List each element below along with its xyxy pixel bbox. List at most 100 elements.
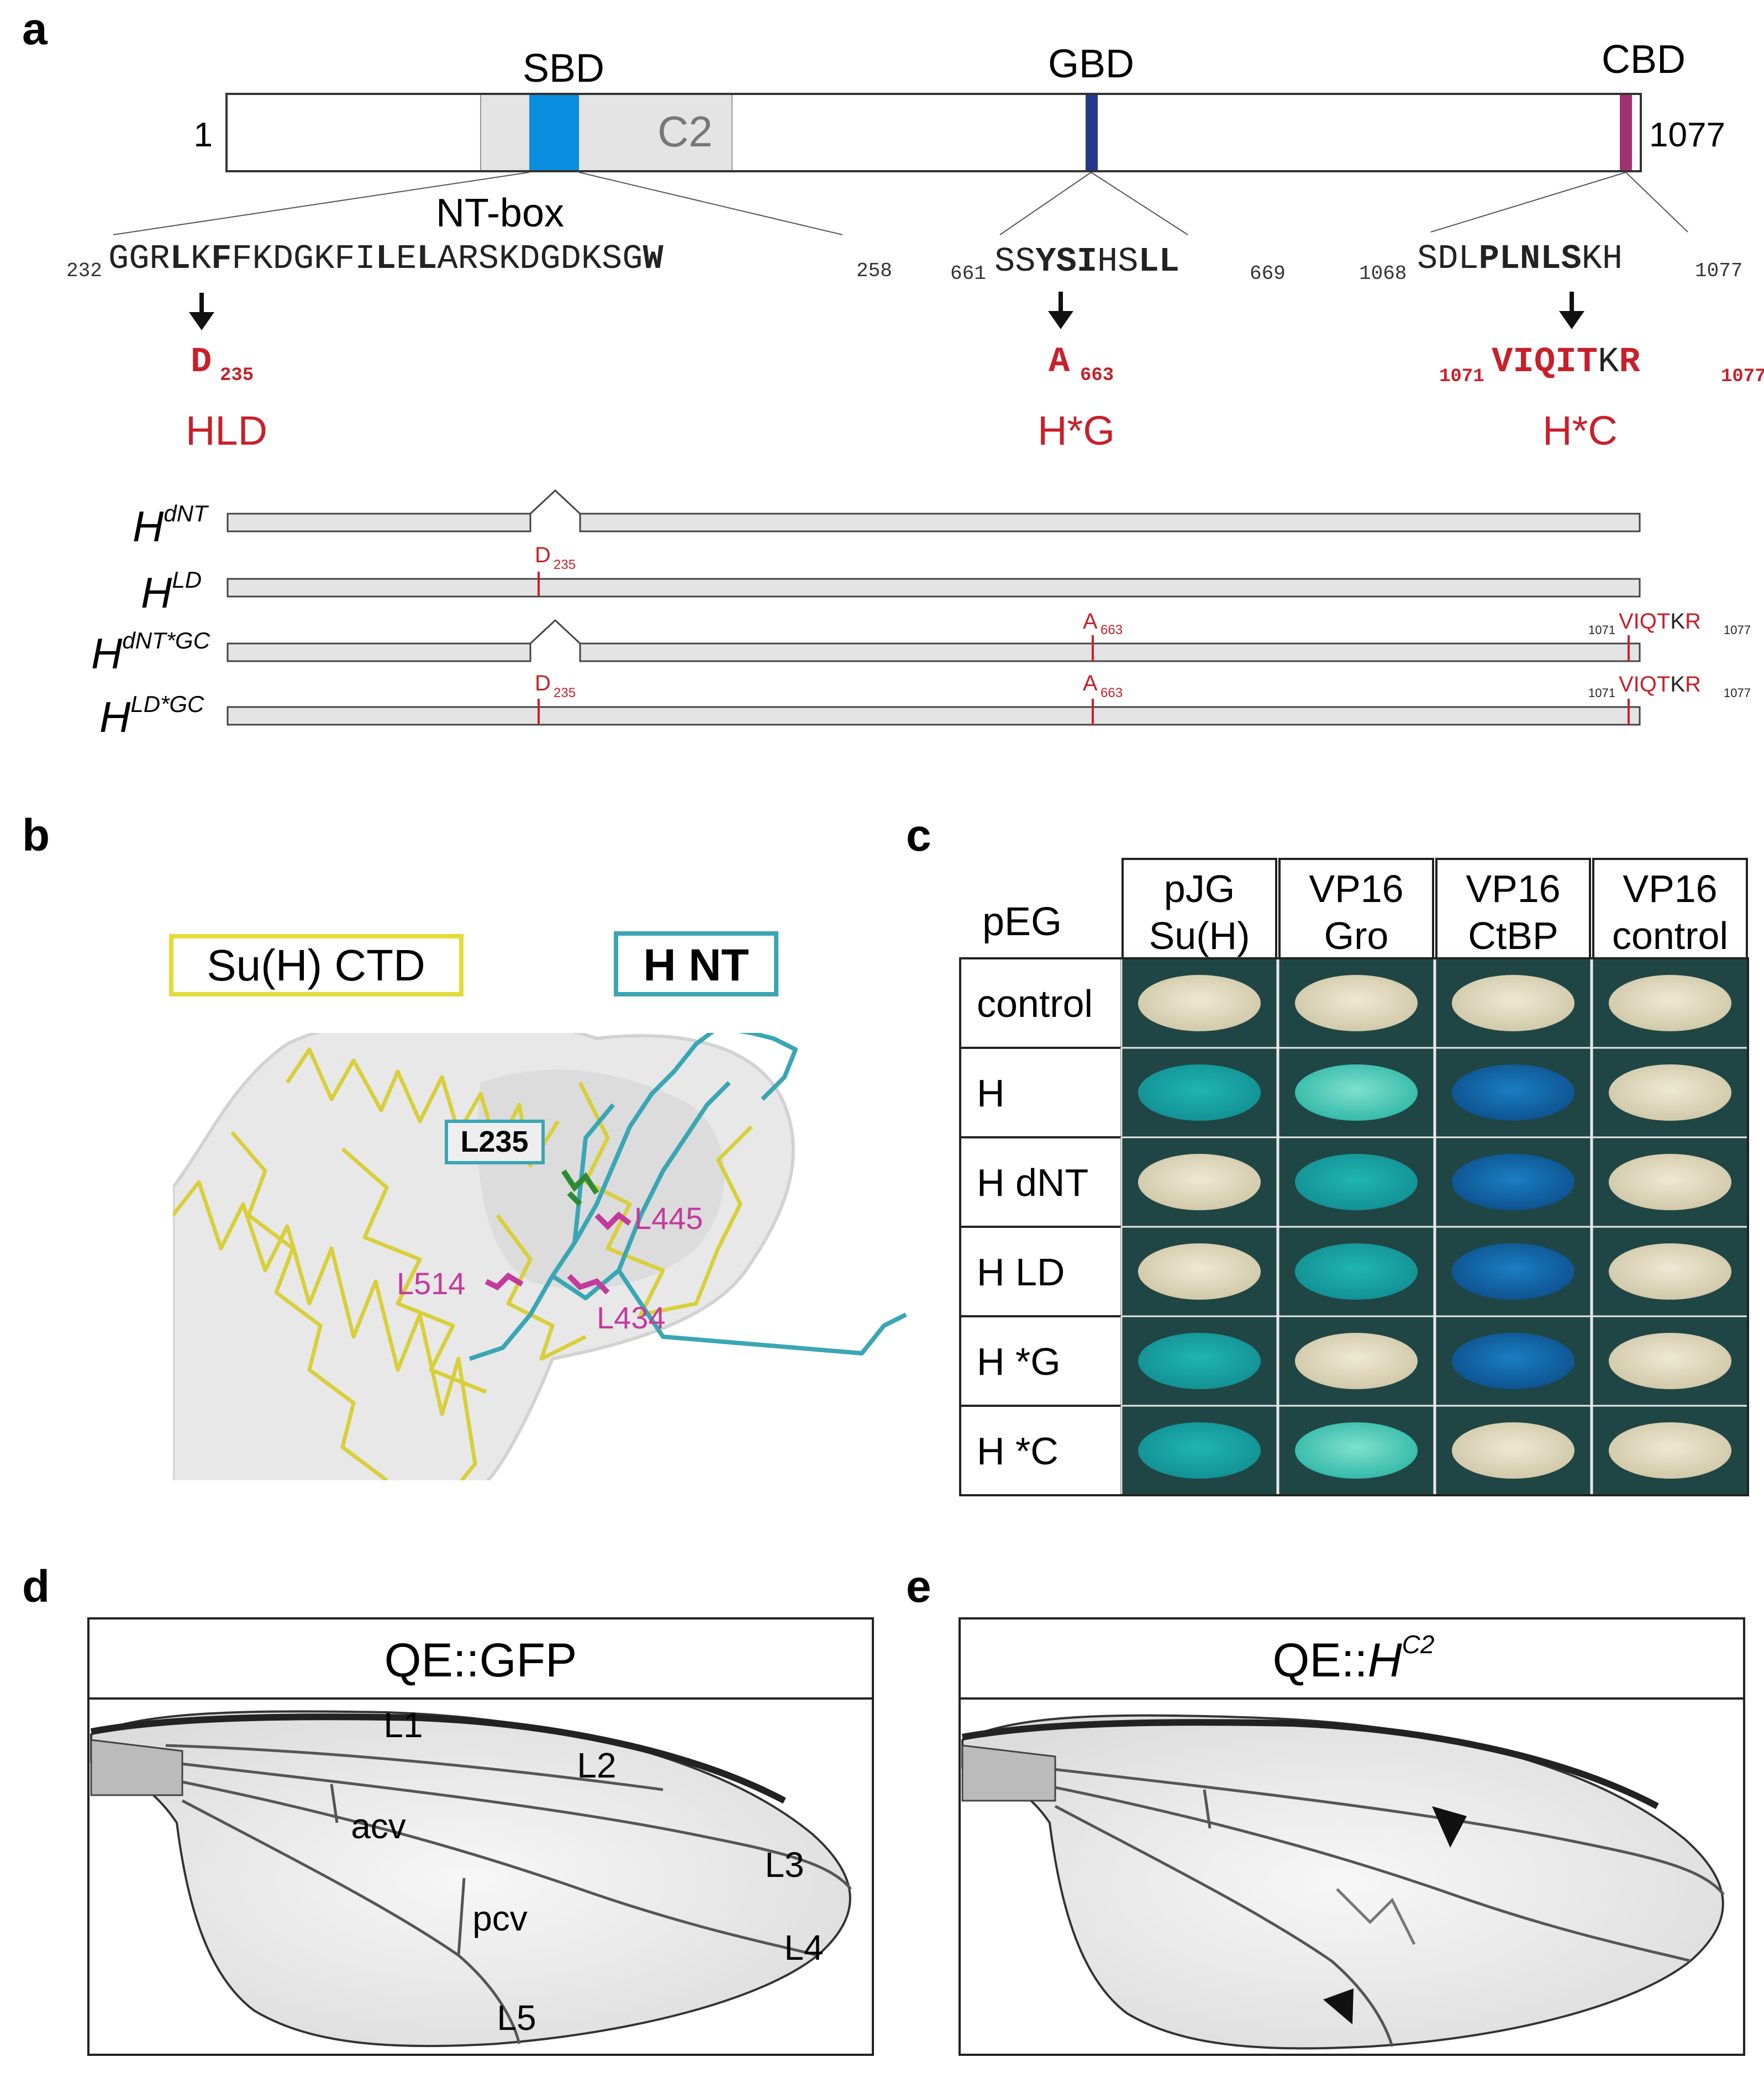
svg-text:VIQTKR: VIQTKR [1619, 609, 1701, 634]
zoom-line [1091, 172, 1188, 235]
yeast-colony [1609, 1154, 1731, 1210]
vein-label-l2: L2 [577, 1745, 616, 1785]
construct-label: HdNT*GC [91, 627, 210, 678]
mut1-name: HLD [186, 408, 267, 453]
seq-segment: L [376, 239, 396, 278]
yeast-colony [1452, 1064, 1575, 1121]
construct-label: HLD*GC [99, 691, 204, 741]
panel-label-c: c [906, 810, 931, 861]
column-header-label: Gro [1324, 914, 1389, 957]
seq3-end: 1077 [1695, 260, 1742, 282]
column-header-label: control [1612, 914, 1728, 957]
c2-label: C2 [657, 107, 713, 156]
mut1-aa: D [191, 342, 212, 382]
arrowhead-icon [1432, 1806, 1467, 1848]
panel-a: a SBD GBD CBD C2 1 1077 NT-box 232 GGRLK… [22, 4, 1764, 741]
panel-d-title: QE::GFP [385, 1634, 577, 1687]
yeast-colony [1452, 1243, 1575, 1300]
yeast-colony [1295, 1064, 1418, 1121]
column-header-label: VP16 [1623, 867, 1717, 910]
column-header-label: VP16 [1466, 867, 1560, 910]
zoom-line [999, 172, 1092, 235]
yeast-colony [1609, 975, 1731, 1031]
seq-segment: LL [1138, 242, 1179, 281]
l434-label: L434 [597, 1300, 666, 1335]
l235-box [445, 1120, 545, 1164]
vein-label-pcv: pcv [472, 1898, 528, 1938]
panel-b: b [22, 810, 907, 1480]
construct-hld: HLD D 235 [141, 543, 1641, 617]
mut2-aa: A [1049, 342, 1070, 382]
l514-label: L514 [397, 1266, 466, 1301]
mut3-end: 1077 [1721, 366, 1764, 387]
zoom-line [578, 172, 843, 235]
row-label: H *C [977, 1430, 1059, 1473]
l235-label: L235 [460, 1125, 528, 1158]
grid-outline [959, 957, 1749, 1496]
panel-d: d QE::GFP L1 L2 acv L3 pcv L4 L5 [22, 1562, 874, 2056]
mut2-name: H*G [1038, 408, 1115, 453]
seq-segment: YSI [1035, 242, 1097, 281]
yeast-colony [1138, 1243, 1261, 1300]
mut3-name: H*C [1542, 408, 1618, 453]
end-residue: 1077 [1649, 116, 1725, 154]
panel-label-d: d [22, 1562, 50, 1612]
panel-e-title-box [959, 1617, 1745, 1700]
down-arrow-icon [189, 293, 214, 330]
yeast-colony [1295, 1333, 1418, 1389]
wing-image [90, 1710, 852, 2048]
seq-segment: K [191, 239, 212, 278]
vein-label-l3: L3 [765, 1845, 804, 1885]
row-label: control [977, 982, 1093, 1025]
vein-label-l4: L4 [784, 1928, 823, 1967]
yeast-colony [1452, 975, 1575, 1031]
down-arrow-icon [1559, 292, 1584, 329]
seq2: SSYSIHSLL [994, 242, 1179, 281]
seq-segment: SS [994, 242, 1035, 281]
mut3-k: K [1598, 342, 1619, 382]
arrowhead-icon [1323, 1988, 1354, 2024]
yeast-colony [1138, 1422, 1261, 1479]
start-residue: 1 [194, 116, 213, 154]
yeast-colony [1452, 1154, 1575, 1210]
column-header-label: Su(H) [1149, 914, 1250, 957]
svg-text:D: D [535, 543, 551, 567]
suh-ctd-label: Su(H) CTD [207, 941, 425, 990]
yeast-colony [1138, 975, 1261, 1031]
seq-segment: L [417, 239, 437, 278]
panel-c: c pEG pJGSu(H)VP16GroVP16CtBPVP16control… [906, 810, 1749, 1496]
yeast-colony [1138, 1064, 1261, 1121]
zoom-line [1625, 172, 1688, 233]
construct-hdnt-gc: HdNT*GC A 663 1071 VIQTKR 1077 [91, 609, 1751, 678]
mut3-a: VIQIT [1492, 342, 1598, 382]
seq-segment: KH [1582, 239, 1623, 278]
down-arrow-icon [1048, 292, 1073, 329]
seq-segment: ARSKDGDKSG [437, 239, 643, 278]
row-label-box [959, 957, 1123, 1049]
seq-segment: FKDGKFI [231, 239, 375, 278]
row-label-box [959, 1226, 1123, 1317]
seq-segment: SDL [1417, 239, 1479, 278]
seq2-start: 661 [950, 262, 986, 285]
row-label: H LD [977, 1251, 1065, 1294]
yeast-colony [1295, 1422, 1418, 1479]
column-header-label: CtBP [1468, 914, 1558, 957]
seq3: SDLPLNLSKH [1417, 239, 1623, 278]
svg-text:A: A [1083, 671, 1098, 695]
vein-label-l5: L5 [497, 1998, 536, 2038]
panel-e-title: QE::HC2 [1273, 1630, 1435, 1687]
svg-text:A: A [1083, 609, 1098, 634]
svg-text:663: 663 [1100, 685, 1123, 700]
panel-e: e QE::HC2 [906, 1562, 1745, 2056]
mut3-seq: VIQITKR [1492, 342, 1640, 382]
seq-segment: F [211, 239, 231, 278]
yeast-colony [1138, 1333, 1261, 1389]
svg-text:663: 663 [1100, 623, 1123, 637]
construct-hld-gc: HLD*GC D 235 A 663 1071 VIQTKR 1077 [99, 671, 1751, 741]
yeast-colony [1609, 1064, 1731, 1121]
corner-label: pEG [982, 900, 1062, 944]
row-label: H dNT [977, 1161, 1088, 1204]
yeast-colony [1609, 1422, 1731, 1479]
column-header-box [1435, 858, 1591, 959]
vein-label-l1: L1 [383, 1705, 423, 1745]
